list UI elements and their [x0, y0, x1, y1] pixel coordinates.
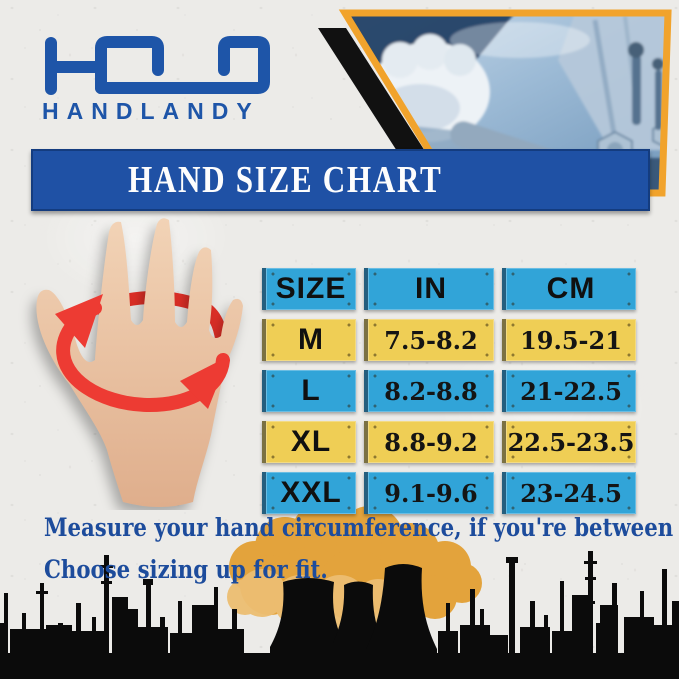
hand-graphic: [36, 218, 243, 507]
column-header-size: SIZE: [262, 268, 356, 310]
cm-cell: 19.5-21: [502, 319, 636, 361]
factory-skyline-graphic: [0, 505, 679, 679]
brand-wordmark: HANDLANDY: [42, 98, 260, 124]
cm-cell: 23-24.5: [502, 472, 636, 514]
column-header-in: IN: [364, 268, 494, 310]
photo-frame-border: [338, 9, 672, 197]
in-cell: 8.2-8.8: [364, 370, 494, 412]
in-cell: 7.5-8.2: [364, 319, 494, 361]
in-cell: 8.8-9.2: [364, 421, 494, 463]
cm-cell: 22.5-23.5: [502, 421, 636, 463]
size-cell: L: [262, 370, 356, 412]
cm-cell: 21-22.5: [502, 370, 636, 412]
measurement-note-line2: Choose sizing up for fit.: [44, 555, 328, 584]
size-cell: M: [262, 319, 356, 361]
hand-measure-illustration: [36, 218, 243, 507]
size-cell: XL: [262, 421, 356, 463]
size-cell: XXL: [262, 472, 356, 514]
size-chart-table: SIZE IN CM M 7.5-8.2 19.5-21 L 8.2-8.8 2…: [262, 268, 636, 514]
black-slash-decoration: [318, 28, 432, 162]
handlandy-logo-mark: [45, 36, 270, 95]
measurement-note-line1: Measure your hand circumference, if you'…: [44, 513, 679, 542]
in-cell: 9.1-9.6: [364, 472, 494, 514]
glove-wrench-photo: [318, 9, 672, 197]
column-header-cm: CM: [502, 268, 636, 310]
circumference-arrow-icon: [55, 294, 230, 412]
title-banner: HAND SIZE CHART: [31, 149, 650, 211]
skyline-silhouette: [0, 551, 679, 679]
banner-title: HAND SIZE CHART: [128, 159, 443, 201]
